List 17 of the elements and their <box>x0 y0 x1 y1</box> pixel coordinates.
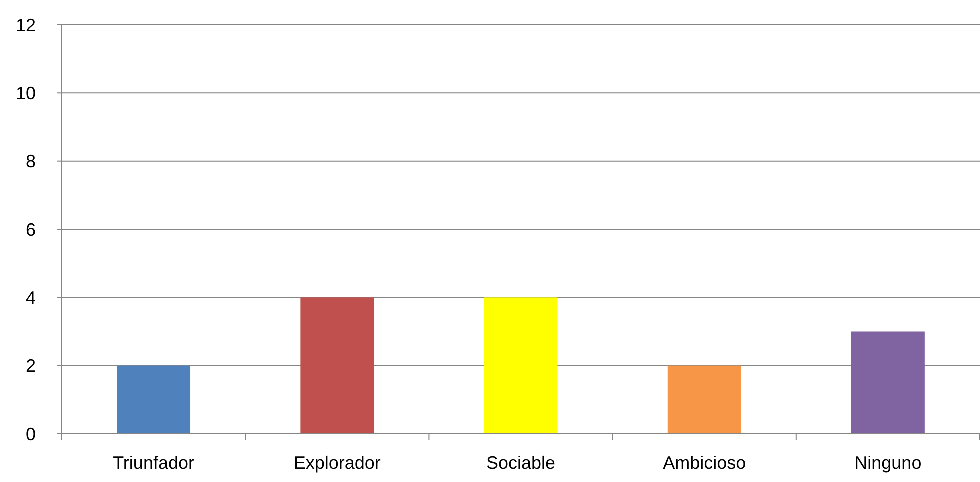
bar <box>668 366 742 434</box>
x-tick-label: Triunfador <box>113 453 194 473</box>
y-tick-label: 6 <box>26 220 36 240</box>
x-tick-label: Explorador <box>294 453 381 473</box>
bar <box>851 332 925 434</box>
bar <box>117 366 191 434</box>
bar <box>484 298 558 434</box>
x-tick-label: Ambicioso <box>663 453 746 473</box>
y-tick-label: 2 <box>26 356 36 376</box>
x-tick-label: Ninguno <box>854 453 922 473</box>
y-tick-label: 4 <box>26 288 36 308</box>
x-tick-label: Sociable <box>486 453 556 473</box>
y-tick-label: 0 <box>26 424 36 444</box>
bar <box>300 298 374 434</box>
y-tick-label: 12 <box>16 15 36 36</box>
y-tick-label: 10 <box>16 83 36 104</box>
y-tick-label: 8 <box>26 152 36 172</box>
